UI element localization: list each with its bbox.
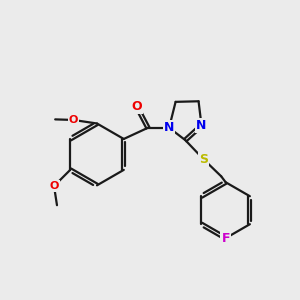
Text: O: O — [49, 181, 59, 191]
Text: N: N — [164, 121, 174, 134]
Text: F: F — [221, 232, 230, 245]
Text: N: N — [196, 119, 207, 132]
Text: O: O — [69, 115, 78, 125]
Text: S: S — [199, 153, 208, 166]
Text: O: O — [131, 100, 142, 113]
